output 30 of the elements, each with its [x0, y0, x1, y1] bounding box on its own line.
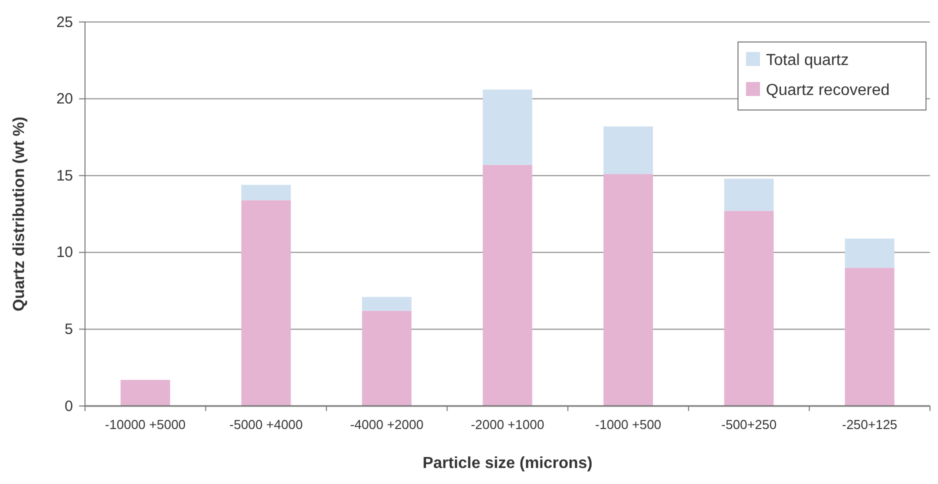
bar — [844, 268, 894, 406]
bar — [603, 174, 653, 406]
bar — [482, 90, 532, 165]
y-tick-label: 20 — [56, 90, 73, 108]
bar — [844, 238, 894, 268]
bar — [724, 210, 774, 406]
bar — [241, 184, 291, 200]
y-tick-label: 0 — [64, 398, 73, 415]
x-tick-label: -250+125 — [842, 417, 898, 432]
x-tick-label: -10000 +5000 — [105, 417, 186, 432]
legend-label: Total quartz — [766, 52, 849, 69]
x-tick-label: -1000 +500 — [595, 417, 662, 432]
x-axis-title: Particle size (microns) — [422, 455, 592, 472]
bar — [603, 126, 653, 174]
y-tick-label: 15 — [56, 167, 73, 184]
x-tick-label: -5000 +4000 — [229, 417, 303, 432]
x-tick-label: -2000 +1000 — [470, 417, 544, 432]
bar — [362, 310, 412, 406]
bar — [241, 200, 291, 406]
y-tick-label: 25 — [56, 14, 73, 31]
x-tick-label: -4000 +2000 — [350, 417, 424, 432]
bar — [482, 164, 532, 406]
bar — [724, 178, 774, 211]
x-tick-label: -500+250 — [721, 417, 777, 432]
y-axis-title: Quartz distribution (wt %) — [11, 116, 28, 312]
bar — [120, 380, 170, 406]
legend-label: Quartz recovered — [766, 82, 890, 99]
y-tick-label: 5 — [64, 321, 73, 338]
y-tick-label: 10 — [56, 244, 73, 262]
bar — [362, 296, 412, 311]
